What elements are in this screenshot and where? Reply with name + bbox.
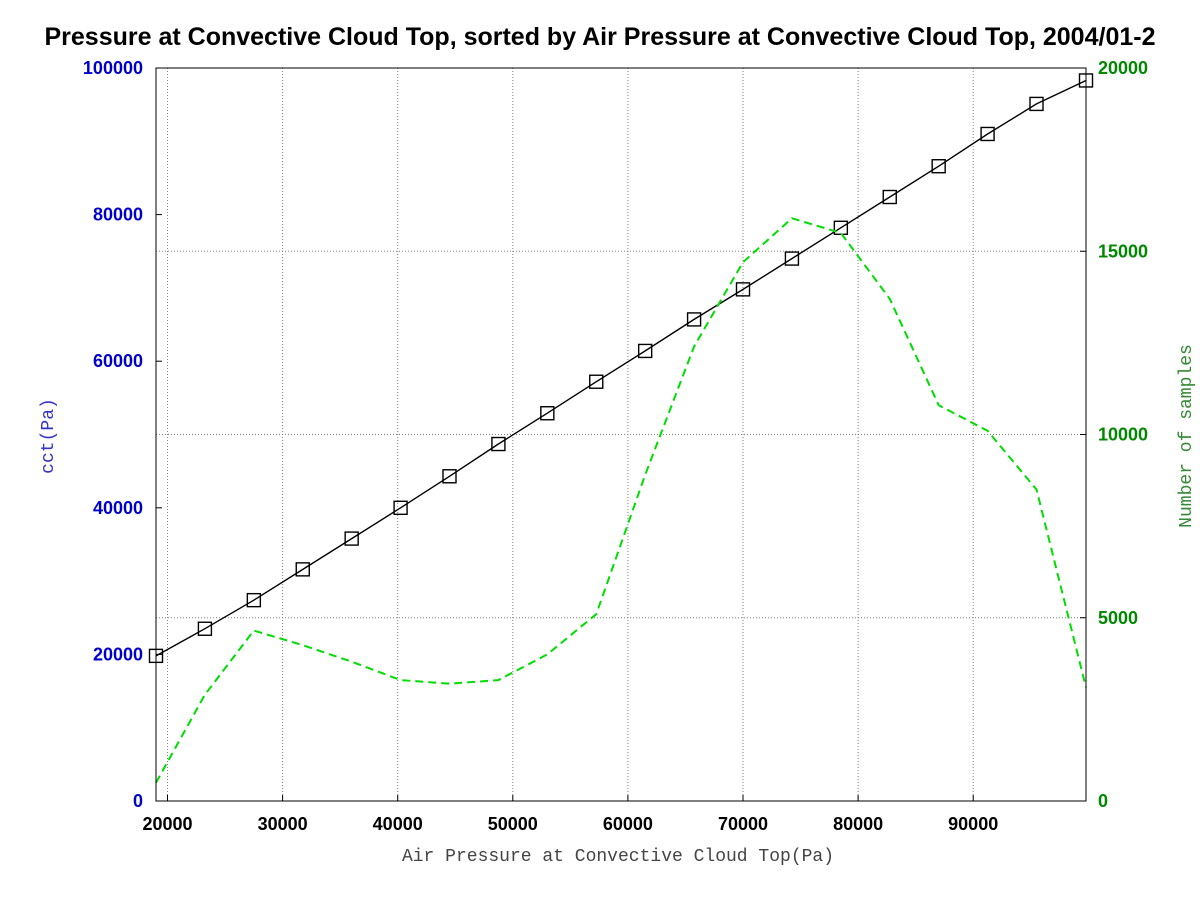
x-axis-label: Air Pressure at Convective Cloud Top(Pa) bbox=[402, 847, 834, 867]
data-point-marker bbox=[784, 251, 800, 266]
x-tick-label: 50000 bbox=[488, 814, 538, 834]
y-right-tick-label: 15000 bbox=[1098, 241, 1148, 261]
y-right-tick-label: 20000 bbox=[1098, 58, 1148, 78]
y-left-axis-label: cct(Pa) bbox=[39, 398, 59, 474]
data-point-marker bbox=[344, 531, 359, 546]
y-left-tick-label: 100000 bbox=[83, 58, 143, 78]
tick-layer: 20000 30000 40000 50000 60000 70000 80000 90000… bbox=[83, 58, 1148, 834]
x-tick-label: 80000 bbox=[833, 814, 883, 834]
x-tick-label: 70000 bbox=[718, 814, 768, 834]
y-left-tick-label: 60000 bbox=[93, 351, 143, 371]
grid-layer bbox=[156, 68, 1086, 801]
data-point-marker bbox=[1029, 96, 1044, 112]
y-right-tick-label: 0 bbox=[1098, 791, 1108, 811]
y-right-axis-label: Number of samples bbox=[1177, 344, 1197, 528]
x-tick-label: 30000 bbox=[258, 814, 308, 834]
x-tick-label: 40000 bbox=[373, 814, 423, 834]
data-point-marker bbox=[393, 500, 408, 515]
x-tick-label: 20000 bbox=[142, 814, 192, 834]
data-point-marker bbox=[882, 189, 897, 205]
data-point-marker bbox=[442, 469, 457, 484]
data-point-marker bbox=[295, 562, 310, 577]
data-point-marker bbox=[686, 312, 702, 327]
data-point-marker bbox=[540, 406, 555, 421]
data-point-marker bbox=[589, 374, 604, 389]
data-point-marker bbox=[491, 436, 506, 452]
data-point-marker bbox=[931, 159, 946, 174]
x-tick-label: 90000 bbox=[948, 814, 998, 834]
y-left-tick-label: 40000 bbox=[93, 498, 143, 518]
data-point-marker bbox=[735, 282, 751, 297]
y-right-tick-label: 10000 bbox=[1098, 425, 1148, 445]
y-left-tick-label: 20000 bbox=[93, 644, 143, 664]
data-point-marker bbox=[197, 621, 213, 636]
series-line-cct bbox=[155, 79, 1087, 657]
data-point-marker bbox=[637, 343, 653, 359]
x-tick-label: 60000 bbox=[603, 814, 653, 834]
series-layer bbox=[148, 73, 1094, 784]
data-point-marker bbox=[246, 592, 262, 608]
series-line-samples bbox=[155, 217, 1087, 784]
chart-title: Pressure at Convective Cloud Top, sorted… bbox=[45, 23, 1156, 51]
y-left-tick-label: 80000 bbox=[93, 205, 143, 225]
y-left-tick-label: 0 bbox=[133, 791, 143, 811]
data-point-marker bbox=[980, 126, 995, 142]
y-right-tick-label: 5000 bbox=[1098, 608, 1138, 628]
